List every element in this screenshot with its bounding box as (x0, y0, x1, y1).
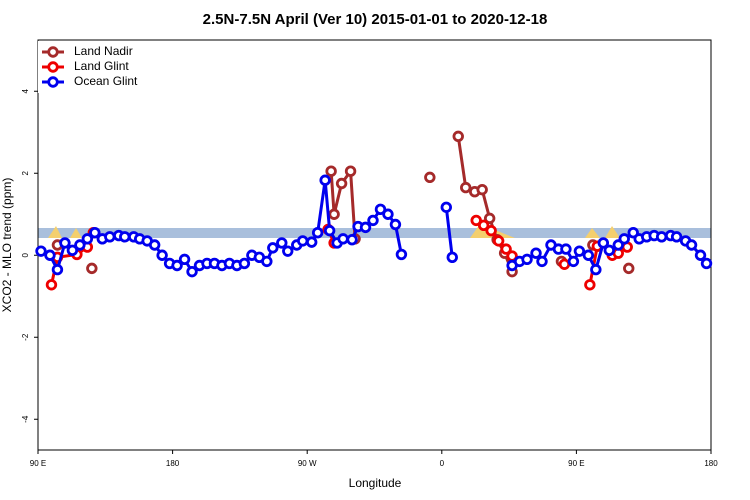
data-point (148, 239, 161, 251)
x-tick-label: 90 W (298, 459, 317, 468)
data-point (670, 231, 683, 243)
data-point (530, 247, 542, 259)
data-point (337, 233, 349, 245)
plot-frame (37, 39, 712, 451)
legend-label: Land Nadir (74, 44, 133, 58)
background-band (38, 228, 711, 238)
data-point (500, 243, 512, 255)
data-point (521, 253, 533, 266)
data-point (452, 130, 464, 143)
data-point (186, 265, 198, 278)
data-point (346, 233, 358, 246)
data-point (276, 237, 288, 249)
data-point (590, 263, 602, 276)
data-point (623, 262, 635, 275)
data-point (446, 251, 458, 263)
data-point (476, 183, 488, 196)
data-point (424, 171, 436, 184)
y-tick-label: 2 (21, 170, 30, 175)
data-point (344, 165, 357, 177)
data-point (560, 243, 572, 255)
data-point (460, 181, 472, 194)
data-point (367, 214, 379, 227)
legend-marker (47, 61, 59, 73)
legend-label: Ocean Glint (74, 74, 138, 88)
data-point (86, 262, 98, 275)
chart-title: 2.5N-7.5N April (Ver 10) 2015-01-01 to 2… (203, 11, 548, 28)
data-point (389, 218, 402, 231)
data-point (178, 253, 191, 266)
data-point (89, 226, 101, 239)
data-point (156, 249, 168, 261)
data-point (74, 239, 86, 251)
data-point (81, 233, 94, 245)
data-point (573, 245, 586, 257)
data-point (536, 255, 548, 268)
y-axis-label: XCO2 - MLO trend (ppm) (0, 178, 14, 313)
data-point (335, 177, 348, 190)
legend-marker (47, 46, 59, 58)
data-point (66, 244, 79, 257)
y-tick-label: 4 (21, 88, 30, 93)
data-point (51, 263, 64, 276)
legend-marker (47, 76, 59, 88)
data-point (700, 257, 713, 270)
data-point (359, 221, 372, 234)
data-point (297, 235, 309, 247)
data-point (470, 214, 482, 227)
y-tick-label: 0 (21, 252, 30, 257)
data-point (104, 231, 116, 243)
x-tick-label: 180 (166, 459, 180, 468)
data-point (119, 231, 131, 243)
data-point (261, 255, 273, 268)
data-point (45, 279, 58, 291)
data-point (558, 258, 571, 270)
data-point (325, 165, 337, 177)
data-point (323, 224, 336, 237)
data-point (374, 203, 387, 216)
x-tick-label: 90 E (30, 459, 46, 468)
data-point (319, 174, 331, 186)
data-point (483, 212, 496, 225)
data-point (597, 237, 610, 249)
x-axis-label: Longitude (349, 476, 402, 490)
data-point (584, 279, 596, 291)
data-point (582, 249, 595, 261)
data-point (328, 208, 340, 220)
data-point (440, 201, 452, 213)
legend-label: Land Glint (74, 59, 129, 73)
data-point (267, 242, 279, 254)
x-tick-label: 90 E (568, 459, 584, 468)
data-point (567, 255, 580, 268)
y-tick-label: -4 (21, 415, 30, 423)
y-tick-label: -2 (21, 333, 30, 341)
data-point (305, 236, 318, 248)
data-point (59, 237, 71, 249)
data-point (238, 257, 251, 270)
data-point (395, 248, 408, 261)
data-point (477, 219, 490, 232)
data-point (282, 245, 294, 257)
data-point (694, 249, 707, 261)
x-tick-label: 0 (440, 459, 445, 468)
data-point (492, 235, 505, 247)
data-point (35, 245, 47, 257)
data-point (485, 224, 497, 237)
data-point (655, 231, 668, 243)
data-point (311, 226, 324, 239)
data-point (603, 244, 616, 257)
data-point (618, 233, 630, 245)
data-point (685, 239, 698, 251)
data-point (44, 249, 56, 261)
data-point (382, 208, 394, 220)
x-tick-label: 180 (704, 459, 718, 468)
data-point (171, 259, 183, 272)
